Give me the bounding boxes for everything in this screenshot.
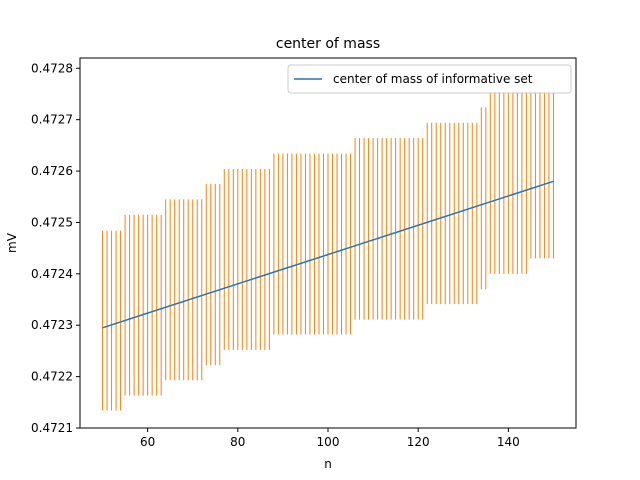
legend: center of mass of informative set <box>287 64 572 94</box>
y-tick-label: 0.4723 <box>31 318 73 332</box>
y-tick-label: 0.4725 <box>31 215 73 229</box>
y-tick-label: 0.4727 <box>31 113 73 127</box>
legend-entry: center of mass of informative set <box>333 72 533 86</box>
x-tick-label: 120 <box>407 435 430 449</box>
chart-title: center of mass <box>276 36 380 52</box>
series-line <box>102 180 554 329</box>
y-axis-ticks: 0.4721 0.4722 0.4723 0.4724 0.4725 0.4726 0.47… <box>31 61 80 435</box>
y-tick-label: 0.4722 <box>31 370 73 384</box>
x-axis-label: n <box>324 457 332 471</box>
x-tick-label: 140 <box>497 435 520 449</box>
x-tick-label: 100 <box>317 435 340 449</box>
x-tick-label: 60 <box>140 435 155 449</box>
y-tick-label: 0.4728 <box>31 61 73 75</box>
legend-box <box>287 64 572 94</box>
y-axis-label: mV <box>5 232 19 253</box>
x-axis-ticks: 60 80 100 120 140 <box>140 428 520 449</box>
plot-area <box>79 57 577 429</box>
series-lines <box>102 180 554 329</box>
x-tick-label: 80 <box>230 435 245 449</box>
y-tick-label: 0.4721 <box>31 421 73 435</box>
y-tick-label: 0.4726 <box>31 164 73 178</box>
y-tick-label: 0.4724 <box>31 267 73 281</box>
